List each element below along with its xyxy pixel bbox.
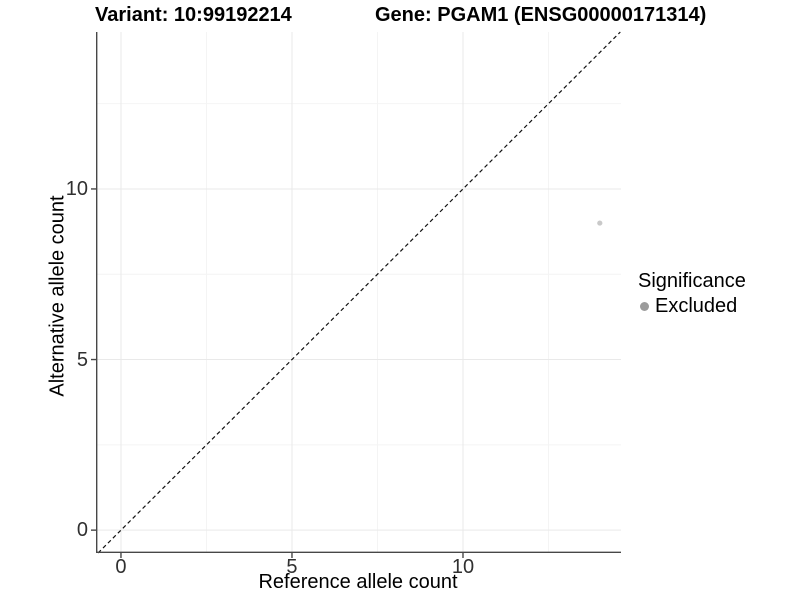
x-axis-tick-label: 0 — [115, 556, 127, 578]
y-axis-label: Alternative allele count — [46, 195, 69, 397]
identity-line — [97, 31, 621, 554]
y-axis-tick-label: 5 — [76, 348, 88, 371]
legend-entry-label: Excluded — [655, 295, 738, 317]
point-key-icon — [640, 302, 649, 311]
x-axis-label: Reference allele count — [258, 571, 458, 593]
legend-entry: Excluded — [638, 294, 746, 318]
plot-title-gene: Gene: PGAM1 (ENSG00000171314) — [375, 4, 707, 26]
y-axis-tick-label: 10 — [65, 177, 88, 200]
scatter-plot-panel — [91, 31, 621, 558]
plot-title-variant: Variant: 10:99192214 — [95, 4, 292, 26]
x-axis-tick-label: 10 — [451, 556, 475, 578]
x-axis-tick-label: 5 — [286, 556, 298, 578]
data-point — [597, 220, 603, 226]
legend: Significance Excluded — [638, 269, 746, 318]
y-axis-tick-label: 0 — [76, 519, 88, 542]
legend-title: Significance — [638, 270, 746, 292]
